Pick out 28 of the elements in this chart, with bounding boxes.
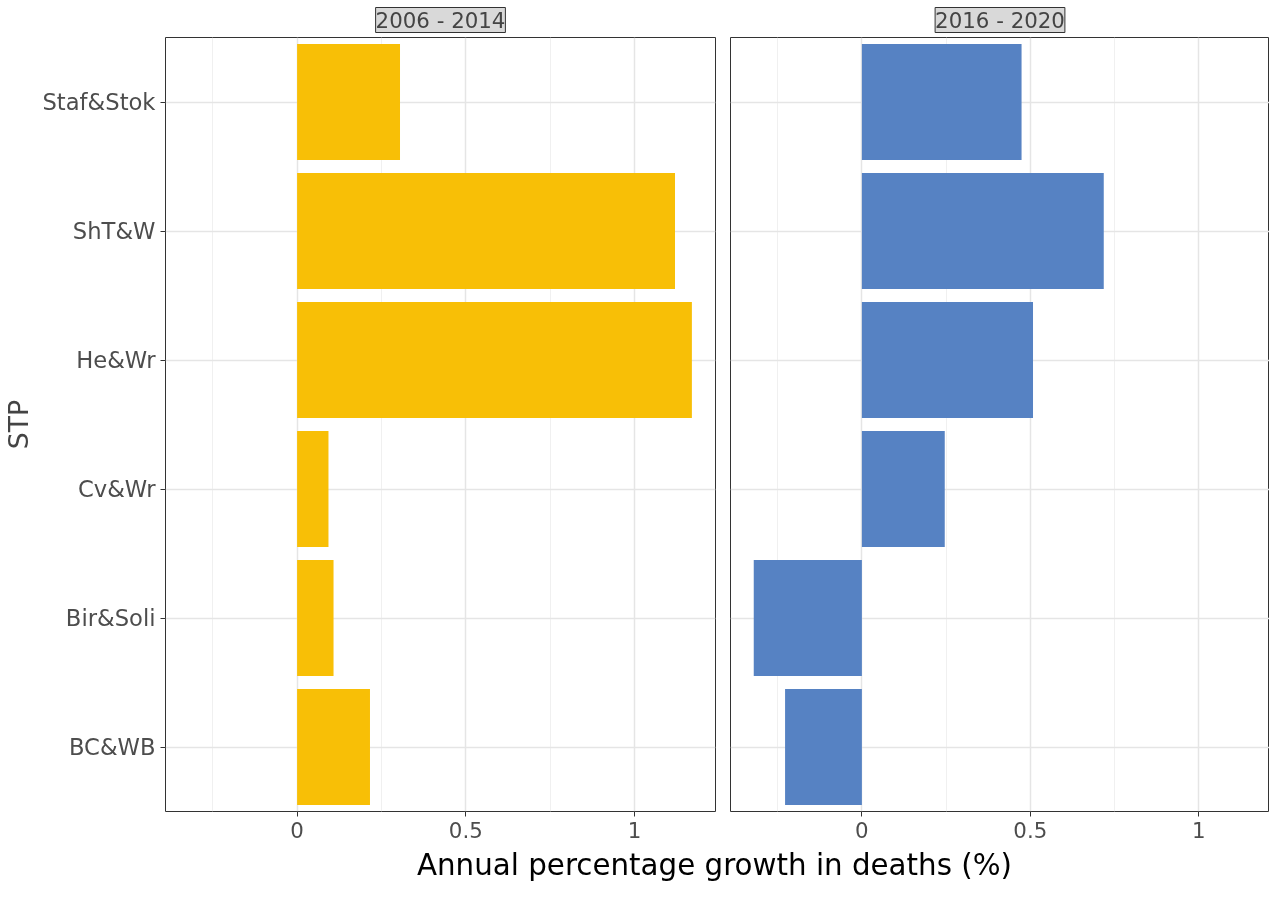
- bar: [297, 430, 329, 548]
- bar: [297, 172, 676, 290]
- y-tick-label: ShT&W: [72, 218, 156, 244]
- x-tick-label: 1: [627, 817, 642, 843]
- chart-title: 2006 - 2014: [375, 7, 506, 33]
- bar: [753, 559, 862, 677]
- bar: [861, 43, 1022, 161]
- bar: [861, 430, 945, 548]
- x-tick-label: 0: [855, 817, 869, 843]
- x-tick-label: 0.5: [1013, 817, 1048, 843]
- x-axis-title: Annual percentage growth in deaths (%): [416, 847, 1013, 884]
- bar: [861, 301, 1034, 419]
- bar: [297, 301, 692, 419]
- bar: [297, 688, 370, 806]
- y-tick-label: Cv&Wr: [77, 476, 157, 502]
- y-axis-title: STP: [3, 399, 35, 450]
- y-tick-label: BC&WB: [68, 734, 156, 760]
- y-tick-label: He&Wr: [76, 347, 157, 373]
- y-tick-label: Bir&Soli: [65, 605, 156, 631]
- bar: [861, 172, 1104, 290]
- bar: [297, 43, 401, 161]
- x-tick-label: 0.5: [448, 817, 483, 843]
- bar: [297, 559, 334, 677]
- x-tick-label: 0: [290, 817, 304, 843]
- chart-title: 2016 - 2020: [935, 7, 1065, 33]
- x-tick-label: 1: [1191, 817, 1206, 843]
- y-tick-label: Staf&Stok: [42, 89, 157, 115]
- bar: [785, 688, 862, 806]
